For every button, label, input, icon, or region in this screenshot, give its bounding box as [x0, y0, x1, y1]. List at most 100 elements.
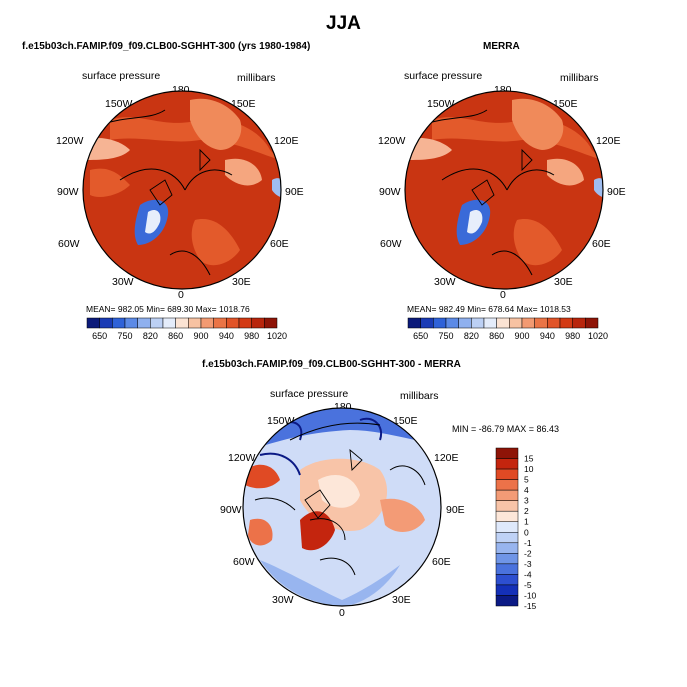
colorbar-tick-label: 750	[438, 331, 453, 341]
colorbar-swatch	[124, 317, 138, 329]
p3-lon-90e: 90E	[446, 504, 465, 516]
p3-lon-0: 0	[339, 607, 345, 619]
colorbar-swatch	[534, 317, 548, 329]
colorbar-tick-label: 900	[514, 331, 529, 341]
colorbar-tick-label: -1	[524, 538, 532, 548]
colorbar-swatch	[175, 317, 189, 329]
panel2-title: MERRA	[483, 41, 520, 52]
colorbar-swatch	[585, 317, 599, 329]
colorbar-tick-label: 860	[489, 331, 504, 341]
p1-lon-30w: 30W	[112, 276, 134, 288]
p2-lon-0: 0	[500, 289, 506, 301]
panel3-title: f.e15b03ch.FAMIP.f09_f09.CLB00-SGHHT-300…	[202, 359, 461, 370]
p2-lon-150w: 150W	[427, 98, 455, 110]
colorbar-tick-label: 860	[168, 331, 183, 341]
colorbar-panel2: 650 750 820 860 900 940 980 1020	[407, 317, 608, 341]
colorbar-tick-label: 1020	[267, 331, 287, 341]
panel1-polar-map	[83, 91, 281, 289]
colorbar-swatch	[200, 317, 214, 329]
p1-lon-90e: 90E	[285, 186, 304, 198]
p2-lon-120w: 120W	[378, 135, 406, 147]
colorbar-swatch	[496, 317, 510, 329]
p2-lon-30w: 30W	[434, 276, 456, 288]
colorbar-tick-label: 1020	[588, 331, 608, 341]
panel1-stats: MEAN= 982.05 Min= 689.30 Max= 1018.76	[86, 304, 250, 314]
colorbar-swatch	[112, 317, 126, 329]
colorbar-tick-label: 940	[219, 331, 234, 341]
colorbar-tick-label: 650	[413, 331, 428, 341]
colorbar-swatch	[495, 489, 519, 501]
colorbar-tick-label: 820	[143, 331, 158, 341]
colorbar-tick-label: 2	[524, 506, 529, 516]
p2-lon-90e: 90E	[607, 186, 626, 198]
p1-lon-90w: 90W	[57, 186, 79, 198]
p3-lon-30w: 30W	[272, 594, 294, 606]
colorbar-swatch	[188, 317, 202, 329]
colorbar-swatch	[495, 553, 519, 565]
colorbar-tick-label: 650	[92, 331, 107, 341]
colorbar-tick-label: 3	[524, 496, 529, 506]
panel1-units: millibars	[237, 72, 276, 84]
colorbar-swatch	[238, 317, 252, 329]
p3-lon-60e: 60E	[432, 556, 451, 568]
p1-lon-120w: 120W	[56, 135, 84, 147]
colorbar-swatch	[495, 595, 519, 607]
colorbar-swatch	[433, 317, 447, 329]
p2-lon-60w: 60W	[380, 238, 402, 250]
colorbar-tick-label: 750	[117, 331, 132, 341]
colorbar-swatch	[226, 317, 240, 329]
panel2-polar-map	[405, 91, 603, 289]
colorbar-tick-label: -2	[524, 548, 532, 558]
p2-lon-60e: 60E	[592, 238, 611, 250]
colorbar-swatch	[495, 574, 519, 586]
p1-lon-60e: 60E	[270, 238, 289, 250]
p3-lon-150e: 150E	[393, 415, 418, 427]
colorbar-tick-label: 900	[193, 331, 208, 341]
p1-lon-150e: 150E	[231, 98, 256, 110]
colorbar-swatch	[495, 468, 519, 480]
colorbar-tick-label: -15	[524, 601, 537, 611]
colorbar-tick-label: 0	[524, 527, 529, 537]
colorbar-swatch	[420, 317, 434, 329]
p1-lon-60w: 60W	[58, 238, 80, 250]
colorbar-swatch	[495, 563, 519, 575]
panel3-minmax: MIN = -86.79 MAX = 86.43	[452, 424, 560, 434]
colorbar-tick-label: 15	[524, 454, 534, 464]
p1-lon-30e: 30E	[232, 276, 251, 288]
colorbar-tick-label: -5	[524, 580, 532, 590]
colorbar-swatch	[559, 317, 573, 329]
p3-lon-120e: 120E	[434, 452, 459, 464]
p1-lon-120e: 120E	[274, 135, 299, 147]
colorbar-swatch	[495, 521, 519, 533]
main-title: JJA	[326, 13, 361, 34]
colorbar-swatch	[264, 317, 278, 329]
colorbar-tick-label: 5	[524, 475, 529, 485]
colorbar-tick-label: 820	[464, 331, 479, 341]
colorbar-swatch	[471, 317, 485, 329]
panel3-map-border	[242, 407, 442, 607]
colorbar-swatch	[495, 584, 519, 596]
colorbar-swatch	[251, 317, 265, 329]
colorbar-tick-label: 10	[524, 464, 534, 474]
colorbar-swatch	[572, 317, 586, 329]
colorbar-swatch	[495, 447, 519, 459]
p1-lon-150w: 150W	[105, 98, 133, 110]
panel2-stats: MEAN= 982.49 Min= 678.64 Max= 1018.53	[407, 304, 571, 314]
panel3-polar-map	[243, 408, 441, 606]
panel2-units: millibars	[560, 72, 599, 84]
colorbar-swatch	[86, 317, 100, 329]
colorbar-swatch	[137, 317, 151, 329]
colorbar-tick-label: -3	[524, 559, 532, 569]
colorbar-swatch	[483, 317, 497, 329]
colorbar-tick-label: -4	[524, 569, 532, 579]
colorbar-tick-label: 940	[540, 331, 555, 341]
colorbar-tick-label: 980	[565, 331, 580, 341]
panel2-var-label: surface pressure	[404, 70, 483, 82]
colorbar-swatch	[521, 317, 535, 329]
colorbar-tick-label: 1	[524, 517, 529, 527]
panel3-var-label: surface pressure	[270, 388, 349, 400]
colorbar-swatch	[495, 532, 519, 544]
p2-lon-30e: 30E	[554, 276, 573, 288]
p1-lon-0: 0	[178, 289, 184, 301]
panel2-map-border	[404, 90, 604, 290]
